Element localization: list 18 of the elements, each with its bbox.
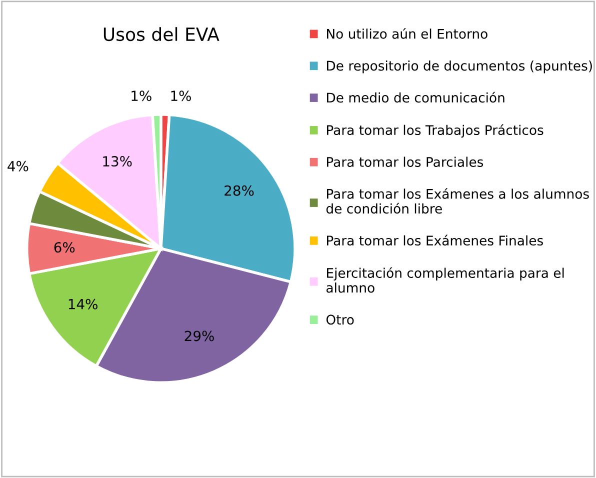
legend-label: Ejercitación complementaria para el alumno — [326, 267, 564, 293]
data-label: 1% — [132, 90, 152, 102]
legend-label: Para tomar los Parciales — [327, 156, 484, 167]
data-label: 4% — [8, 160, 28, 172]
legend-label: De repositorio de documentos (apuntes) — [327, 60, 592, 74]
data-label: 6% — [54, 242, 75, 253]
legend-label: Otro — [326, 314, 354, 325]
data-label: 13% — [103, 156, 132, 167]
data-label: 1% — [171, 90, 191, 102]
legend-label: Para tomar los Exámenes a los alumnos de condición libre — [326, 188, 589, 214]
data-label: 28% — [224, 185, 254, 196]
legend-label: Para tomar los Trabajos Prácticos — [327, 124, 544, 138]
legend-label: Para tomar los Exámenes Finales — [327, 234, 543, 246]
legend-label: No utilizo aún el Entorno — [327, 28, 488, 39]
legend-label: De medio de comunicación — [327, 92, 504, 103]
data-label: 14% — [68, 298, 98, 310]
chart-title: Usos del EVA — [104, 27, 220, 42]
data-label: 29% — [184, 330, 214, 342]
